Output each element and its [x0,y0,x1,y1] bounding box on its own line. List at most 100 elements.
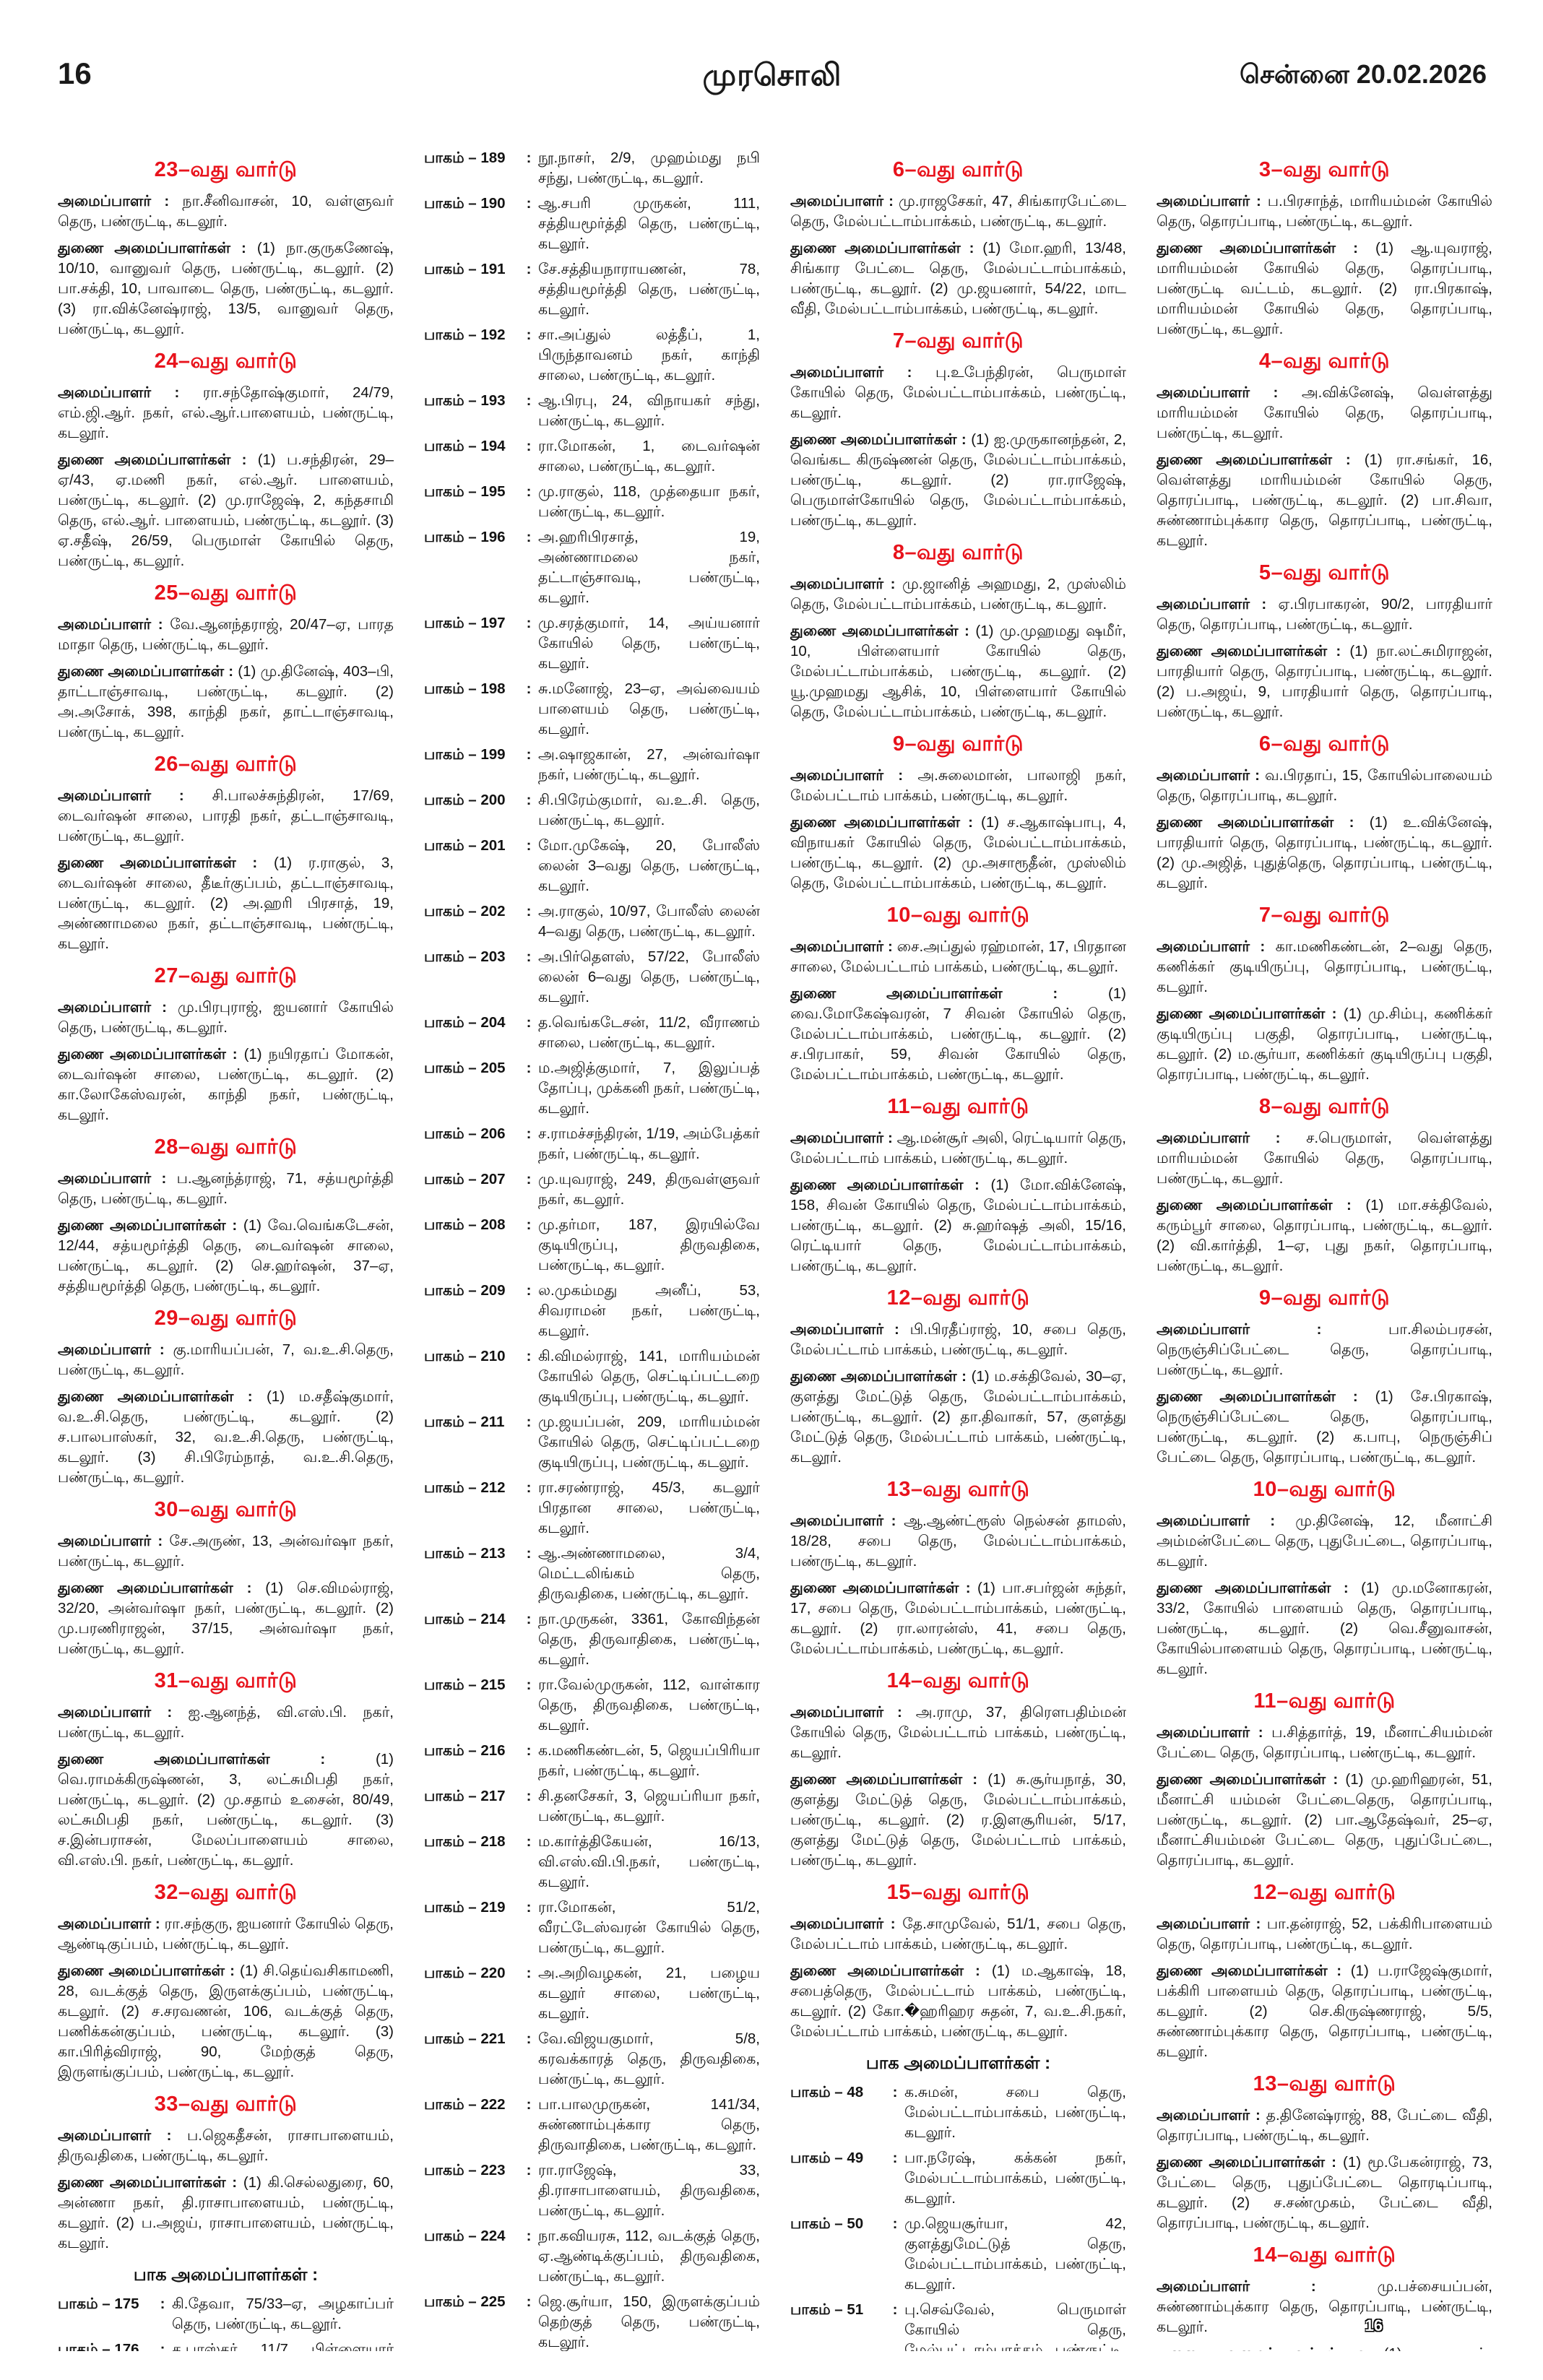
part-colon: : [526,746,532,763]
organizer-paragraph: அமைப்பாளர் : பி.பிரதீப்ராஜ், 10, சபை தெர… [790,1320,1126,1360]
entry-text: (1) மோ.ஹரி, 13/48, சிங்கார பேட்டை தெரு, … [790,240,1126,317]
ward-heading: 13–வது வார்டு [886,1478,1030,1501]
part-row: பாகம் – 201: மோ.முகேஷ், 20, போலீஸ் லைன் 3… [424,836,760,896]
entry-text: ப.சித்தார்த், 19, மீனாட்சியம்மன் பேட்டை … [1157,1724,1492,1761]
deputies-paragraph: துணை அமைப்பாளர்கள் : (1) ப.ராஜேஷ்குமார்,… [1157,1961,1492,2062]
part-row: பாகம் – 200: சி.பிரேம்குமார், வ.உ.சி. தெர… [424,790,760,831]
part-row: பாகம் – 194: ரா.மோகன், 1, டைவர்ஷன் சாலை, … [424,436,760,477]
deputies-paragraph: துணை அமைப்பாளர்கள் : (1) செ.விமல்ராஜ், 3… [58,1578,394,1659]
part-row: பாகம் – 210: கி.விமல்ராஜ், 141, மாரியம்மன… [424,1346,760,1407]
entry-text: கு.மாரியப்பன், 7, வ.உ.சி.தெரு, பண்ருட்டி… [58,1341,394,1378]
entry-label: துணை அமைப்பாளர்கள் : [58,451,258,468]
part-number: பாகம் – 216 [424,1742,506,1759]
part-colon: : [526,837,532,854]
entry-label: அமைப்பாளர் : [58,1533,170,1549]
ward-heading: 8–வது வார்டு [892,541,1024,564]
part-number: பாகம் – 196 [424,529,506,545]
part-number: பாகம் – 205 [424,1060,506,1076]
ward-heading: 14–வது வார்டு [1253,2243,1396,2267]
part-text: ச.ராமச்சந்திரன், 1/19, அம்பேத்கர் நகர், … [538,1125,760,1162]
entry-text: பா.தன்ராஜ், 52, பக்கிரிபாளையம் தெரு, தொர… [1157,1916,1492,1952]
part-number: பாகம் – 220 [424,1965,506,1981]
entry-text: (1) ப.சந்திரன், 29–ஏ/43, ஏ.மணி நகர், எல்… [58,451,394,569]
entry-text: (1) ம.சதீஷ்குமார், வ.உ.சி.தெரு, பண்ருட்ட… [58,1388,394,1486]
entry-text: (1) ரா.சங்கர், 16, வெள்ளத்து மாரியம்மன் … [1157,451,1492,549]
part-row: பாகம் – 222: பா.பாலமுருகன், 141/34, சுண்ண… [424,2095,760,2155]
entry-text: (1) வே.வெங்கடேசன், 12/44, சத்யமூர்த்தி த… [58,1217,394,1294]
entry-label: துணை அமைப்பாளர்கள் : [58,854,274,871]
deputies-paragraph: துணை அமைப்பாளர்கள் : (1) மா.சக்திவேல், க… [1157,1195,1492,1276]
deputies-paragraph: துணை அமைப்பாளர்கள் : (1) சு.சூர்யநாத், 3… [790,1770,1126,1871]
masthead-title: முரசொலி [702,58,842,92]
part-number: பாகம் – 206 [424,1125,506,1142]
deputies-paragraph: துணை அமைப்பாளர்கள் : (1) மு.ஹரிஹரன், 51,… [1157,1770,1492,1871]
part-number: பாகம் – 199 [424,746,506,763]
part-text: த.வெங்கடேசன், 11/2, வீராணம் சாலை, பண்ருட… [538,1014,760,1051]
part-text: ம.அஜித்குமார், 7, இலுப்பத் தோப்பு, முக்க… [538,1060,760,1117]
organizer-paragraph: அமைப்பாளர் : சே.அருண், 13, அன்வர்ஷா நகர்… [58,1531,394,1572]
part-row: பாகம் – 202: அ.ராகுல், 10/97, போலீஸ் லைன்… [424,901,760,942]
deputies-paragraph: துணை அமைப்பாளர்கள் : (1) மோ.ஹரி, 13/48, … [790,238,1126,319]
entry-text: (1) மா.சக்திவேல், கரும்பூர் சாலை, தொரப்ப… [1157,1197,1492,1274]
part-row: பாகம் – 218: ம.கார்த்திகேயன், 16/13, வி.எ… [424,1832,760,1892]
part-row: பாகம் – 211: மு.ஜயப்பன், 209, மாரியம்மன் … [424,1412,760,1473]
part-row: பாகம் – 217: சி.தனசேகர், 3, ஜெயப்ரியா நகர… [424,1786,760,1827]
column-3: 6–வது வார்டு அமைப்பாளர் : மு.ராஜசேகர், 47… [790,148,1126,2351]
entry-text: (1) ச.ஆகாஷ்பாபு, 4, விநாயகர் கோயில் தெரு… [790,814,1126,891]
part-colon: : [526,948,532,965]
part-colon: : [892,2150,898,2166]
entry-text: நா.சீனிவாசன், 10, வள்ளுவர் தெரு, பண்ருட்… [58,193,394,230]
entry-label: துணை அமைப்பாளர்கள் : [790,1580,977,1596]
part-text: ஜெ.சூர்யா, 150, இருளக்குப்பம் தெற்குத் த… [538,2293,760,2350]
entry-text: பி.பிரதீப்ராஜ், 10, சபை தெரு, மேல்பட்டாம… [790,1321,1126,1358]
part-number: பாகம் – 193 [424,392,506,409]
part-number: பாகம் – 219 [424,1899,506,1916]
part-row: பாகம் – 175: கி.தேவா, 75/33–ஏ, அழகாப்பர் … [58,2294,394,2334]
part-text: அ.ராகுல், 10/97, போலீஸ் லைன் 4–வது தெரு,… [538,903,760,940]
part-number: பாகம் – 201 [424,837,506,854]
part-colon: : [526,1545,532,1562]
part-row: பாகம் – 207: மு.யுவராஜ், 249, திருவள்ளுவர… [424,1169,760,1210]
entry-text: ப.ஜெகதீசன், ராசாபாளையம், திருவதிகை, பண்ர… [58,2127,394,2164]
page-number: 16 [58,56,92,90]
organizer-paragraph: அமைப்பாளர் : மு.பச்சையப்பன், சுண்ணாம்புக… [1157,2277,1492,2337]
deputies-paragraph: துணை அமைப்பாளர்கள் : (1) சி.தெய்வசிகாமணி… [58,1961,394,2082]
part-text: க.சுமன், சபை தெரு, மேல்பட்டாம்பாக்கம், ப… [904,2084,1126,2141]
deputies-paragraph: துணை அமைப்பாளர்கள் : (1) ப.சந்திரன், 29–… [58,450,394,571]
deputies-paragraph: துணை அமைப்பாளர்கள் : (1) ம.சதீஷ்குமார், … [58,1387,394,1488]
entry-text: (1) சே.பிரகாஷ், நெருஞ்சிப்பேட்டை தெரு, த… [1157,1388,1492,1466]
entry-text: சை.அப்துல் ரஹ்மான், 17, பிரதான சாலை, மேல… [790,938,1126,975]
entry-text: (1) ம.சக்திவேல், 30–ஏ, குளத்து மேட்டுத் … [790,1368,1126,1466]
part-colon: : [526,1060,532,1076]
part-text: ஆ.அண்ணாமலை, 3/4, மெட்டலிங்கம் தெரு, திரு… [538,1545,760,1602]
entry-label: துணை அமைப்பாளர்கள் : [790,985,1108,1002]
entry-label: துணை அமைப்பாளர்கள் : [58,663,238,680]
part-text: அ.ஹரிபிரசாத், 19, அண்ணாமலை நகர், தட்டாஞ்… [538,529,760,606]
entry-label: துணை அமைப்பாளர்கள் : [1157,2154,1343,2171]
organizer-paragraph: அமைப்பாளர் : அ.ராமு, 37, திரௌபதிம்மன் கோ… [790,1702,1126,1763]
part-text: பு.செவ்வேல், பெருமாள் கோயில் தெரு, மேல்ப… [904,2301,1126,2351]
deputies-paragraph: துணை அமைப்பாளர்கள் : (1) வெ.ராமக்கிருஷ்ண… [58,1749,394,1871]
entry-label: துணை அமைப்பாளர்கள் : [1157,1963,1351,1979]
deputies-paragraph: துணை அமைப்பாளர்கள் : (1) ர.ராகுல், 3, டை… [58,853,394,954]
entry-text: மு.பிரபுராஜ், ஐயனார் கோயில் தெரு, பண்ருட… [58,999,394,1036]
part-row: பாகம் – 221: வே.விஜயகுமார், 5/8, கரவக்கார… [424,2029,760,2090]
part-text: சே.சத்தியநாராயணன், 78, சத்தியமூர்த்தி தெ… [538,261,760,318]
organizer-paragraph: அமைப்பாளர் : வே.ஆனந்தராஜ், 20/47–ஏ, பாரத… [58,615,394,655]
deputies-paragraph: துணை அமைப்பாளர்கள் : (1) ச.முருகன், சுண்… [1157,2344,1492,2351]
organizer-paragraph: அமைப்பாளர் : வ.பிரதாப், 15, கோயில்பாலையம… [1157,766,1492,806]
part-text: ரா.ராஜேஷ், 33, தி.ராசாபாளையம், திருவதிகை… [538,2162,760,2219]
part-row: பாகம் – 196: அ.ஹரிபிரசாத், 19, அண்ணாமலை ந… [424,527,760,608]
entry-label: அமைப்பாளர் : [58,787,212,804]
deputies-paragraph: துணை அமைப்பாளர்கள் : (1) ரா.சங்கர், 16, … [1157,450,1492,551]
part-row: பாகம் – 225: ஜெ.சூர்யா, 150, இருளக்குப்பம… [424,2292,760,2351]
part-text: மு.தர்மா, 187, இரயில்வே குடியிருப்பு, தி… [538,1216,760,1273]
part-row: பாகம் – 192: சா.அப்துல் லத்தீப், 1, பிருந… [424,325,760,386]
part-text: ல.முகம்மது அனீப், 53, சிவராமன் நகர், பண்… [538,1282,760,1339]
part-number: பாகம் – 224 [424,2228,506,2244]
ward-heading: 30–வது வார்டு [154,1498,298,1521]
part-text: கி.தேவா, 75/33–ஏ, அழகாப்பர் தெரு, பண்ருட… [172,2295,394,2332]
part-organizers-heading: பாக அமைப்பாளர்கள் : [865,2054,1051,2073]
entry-text: (1) சு.சூர்யநாத், 30, குளத்து மேட்டுத் த… [790,1771,1126,1869]
part-text: நா.முருகன், 3361, கோவிந்தன் தெரு, திருவா… [538,1611,760,1668]
